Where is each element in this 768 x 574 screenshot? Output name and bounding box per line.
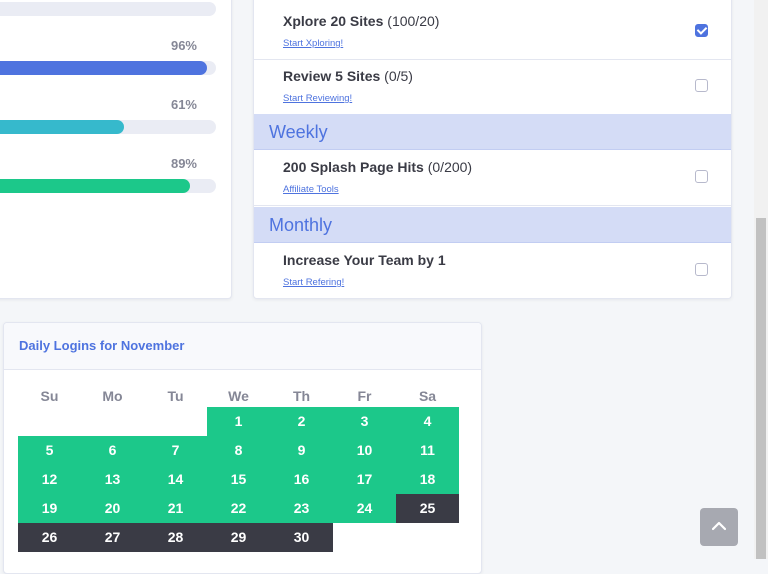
goal-name: Increase Your Team by 1 <box>283 252 446 268</box>
goal-row: Xplore 20 Sites (100/20) Start Xploring! <box>254 5 731 60</box>
calendar-day: 15 <box>207 465 270 494</box>
goal-link[interactable]: Start Refering! <box>283 277 345 288</box>
progress-fill <box>0 61 207 75</box>
goal-name: Xplore 20 Sites <box>283 13 384 29</box>
calendar-day: 6 <box>81 436 144 465</box>
calendar-day: 30 <box>270 523 333 552</box>
weekday-label: Su <box>40 388 59 404</box>
goal-checkbox[interactable] <box>695 79 708 92</box>
progress-track <box>0 61 216 75</box>
weekday-label: Mo <box>102 388 123 404</box>
goal-name: 200 Splash Page Hits <box>283 159 424 175</box>
calendar-day: 21 <box>144 494 207 523</box>
calendar-day: 12 <box>18 465 81 494</box>
calendar-day: 8 <box>207 436 270 465</box>
progress-track <box>0 120 216 134</box>
goal-row: 200 Splash Page Hits (0/200) Affiliate T… <box>254 151 731 206</box>
weekday-label: Th <box>292 388 311 404</box>
scrollbar[interactable] <box>754 0 768 559</box>
calendar-day: 22 <box>207 494 270 523</box>
goal-count: (0/5) <box>384 68 413 84</box>
section-heading-monthly: Monthly <box>254 207 731 243</box>
calendar-day: 20 <box>81 494 144 523</box>
goal-checkbox[interactable] <box>695 170 708 183</box>
calendar-day: 1 <box>207 407 270 436</box>
section-heading-weekly: Weekly <box>254 114 731 150</box>
weekday-label: We <box>228 388 249 404</box>
goal-link[interactable]: Affiliate Tools <box>283 184 339 195</box>
calendar-day: 9 <box>270 436 333 465</box>
goal-title: Review 5 Sites (0/5) <box>283 68 413 84</box>
calendar-day: 29 <box>207 523 270 552</box>
calendar-day: 24 <box>333 494 396 523</box>
progress-track <box>0 2 216 16</box>
goal-title: Xplore 20 Sites (100/20) <box>283 13 439 29</box>
goal-checkbox[interactable] <box>695 263 708 276</box>
goals-card: Xplore 20 Sites (100/20) Start Xploring!… <box>253 0 732 299</box>
calendar-day: 4 <box>396 407 459 436</box>
goal-checkbox[interactable] <box>695 24 708 37</box>
calendar-day: 5 <box>18 436 81 465</box>
weekday-label: Fr <box>357 388 372 404</box>
calendar-day: 13 <box>81 465 144 494</box>
calendar-day: 26 <box>18 523 81 552</box>
progress-fill <box>0 120 125 134</box>
chevron-up-icon <box>712 521 726 531</box>
goal-name: Review 5 Sites <box>283 68 381 84</box>
daily-logins-card: Daily Logins for November Su Mo Tu We Th Fr Sa… <box>3 322 482 574</box>
calendar-day: 27 <box>81 523 144 552</box>
calendar-day: 18 <box>396 465 459 494</box>
calendar-day: 10 <box>333 436 396 465</box>
weekday-label: Tu <box>167 388 184 404</box>
progress-percent: 89% <box>170 156 197 171</box>
calendar-day: 2 <box>270 407 333 436</box>
progress-card: 96% 61% 89% <box>0 0 232 299</box>
goal-row: Increase Your Team by 1 Start Refering! <box>254 244 731 298</box>
progress-track <box>0 179 216 193</box>
goal-count: (100/20) <box>387 13 440 29</box>
goal-count: (0/200) <box>427 159 473 175</box>
progress-percent: 96% <box>170 38 197 53</box>
scroll-to-top-button[interactable] <box>700 508 738 546</box>
calendar-day: 16 <box>270 465 333 494</box>
calendar-day: 23 <box>270 494 333 523</box>
goal-row: Review 5 Sites (0/5) Start Reviewing! <box>254 60 731 115</box>
scrollbar-thumb[interactable] <box>756 218 766 559</box>
card-header: Daily Logins for November <box>4 323 481 370</box>
calendar-day: 17 <box>333 465 396 494</box>
goal-title: 200 Splash Page Hits (0/200) <box>283 159 472 175</box>
goal-link[interactable]: Start Xploring! <box>283 38 344 49</box>
goal-link[interactable]: Start Reviewing! <box>283 93 353 104</box>
calendar-day: 28 <box>144 523 207 552</box>
calendar-day: 19 <box>18 494 81 523</box>
progress-fill <box>0 179 191 193</box>
progress-percent: 61% <box>170 97 197 112</box>
card-title: Daily Logins for November <box>19 338 185 353</box>
weekday-label: Sa <box>418 388 437 404</box>
calendar-day: 14 <box>144 465 207 494</box>
calendar-day: 11 <box>396 436 459 465</box>
calendar-day: 25 <box>396 494 459 523</box>
calendar-day: 3 <box>333 407 396 436</box>
goal-title: Increase Your Team by 1 <box>283 252 446 268</box>
calendar-day: 7 <box>144 436 207 465</box>
